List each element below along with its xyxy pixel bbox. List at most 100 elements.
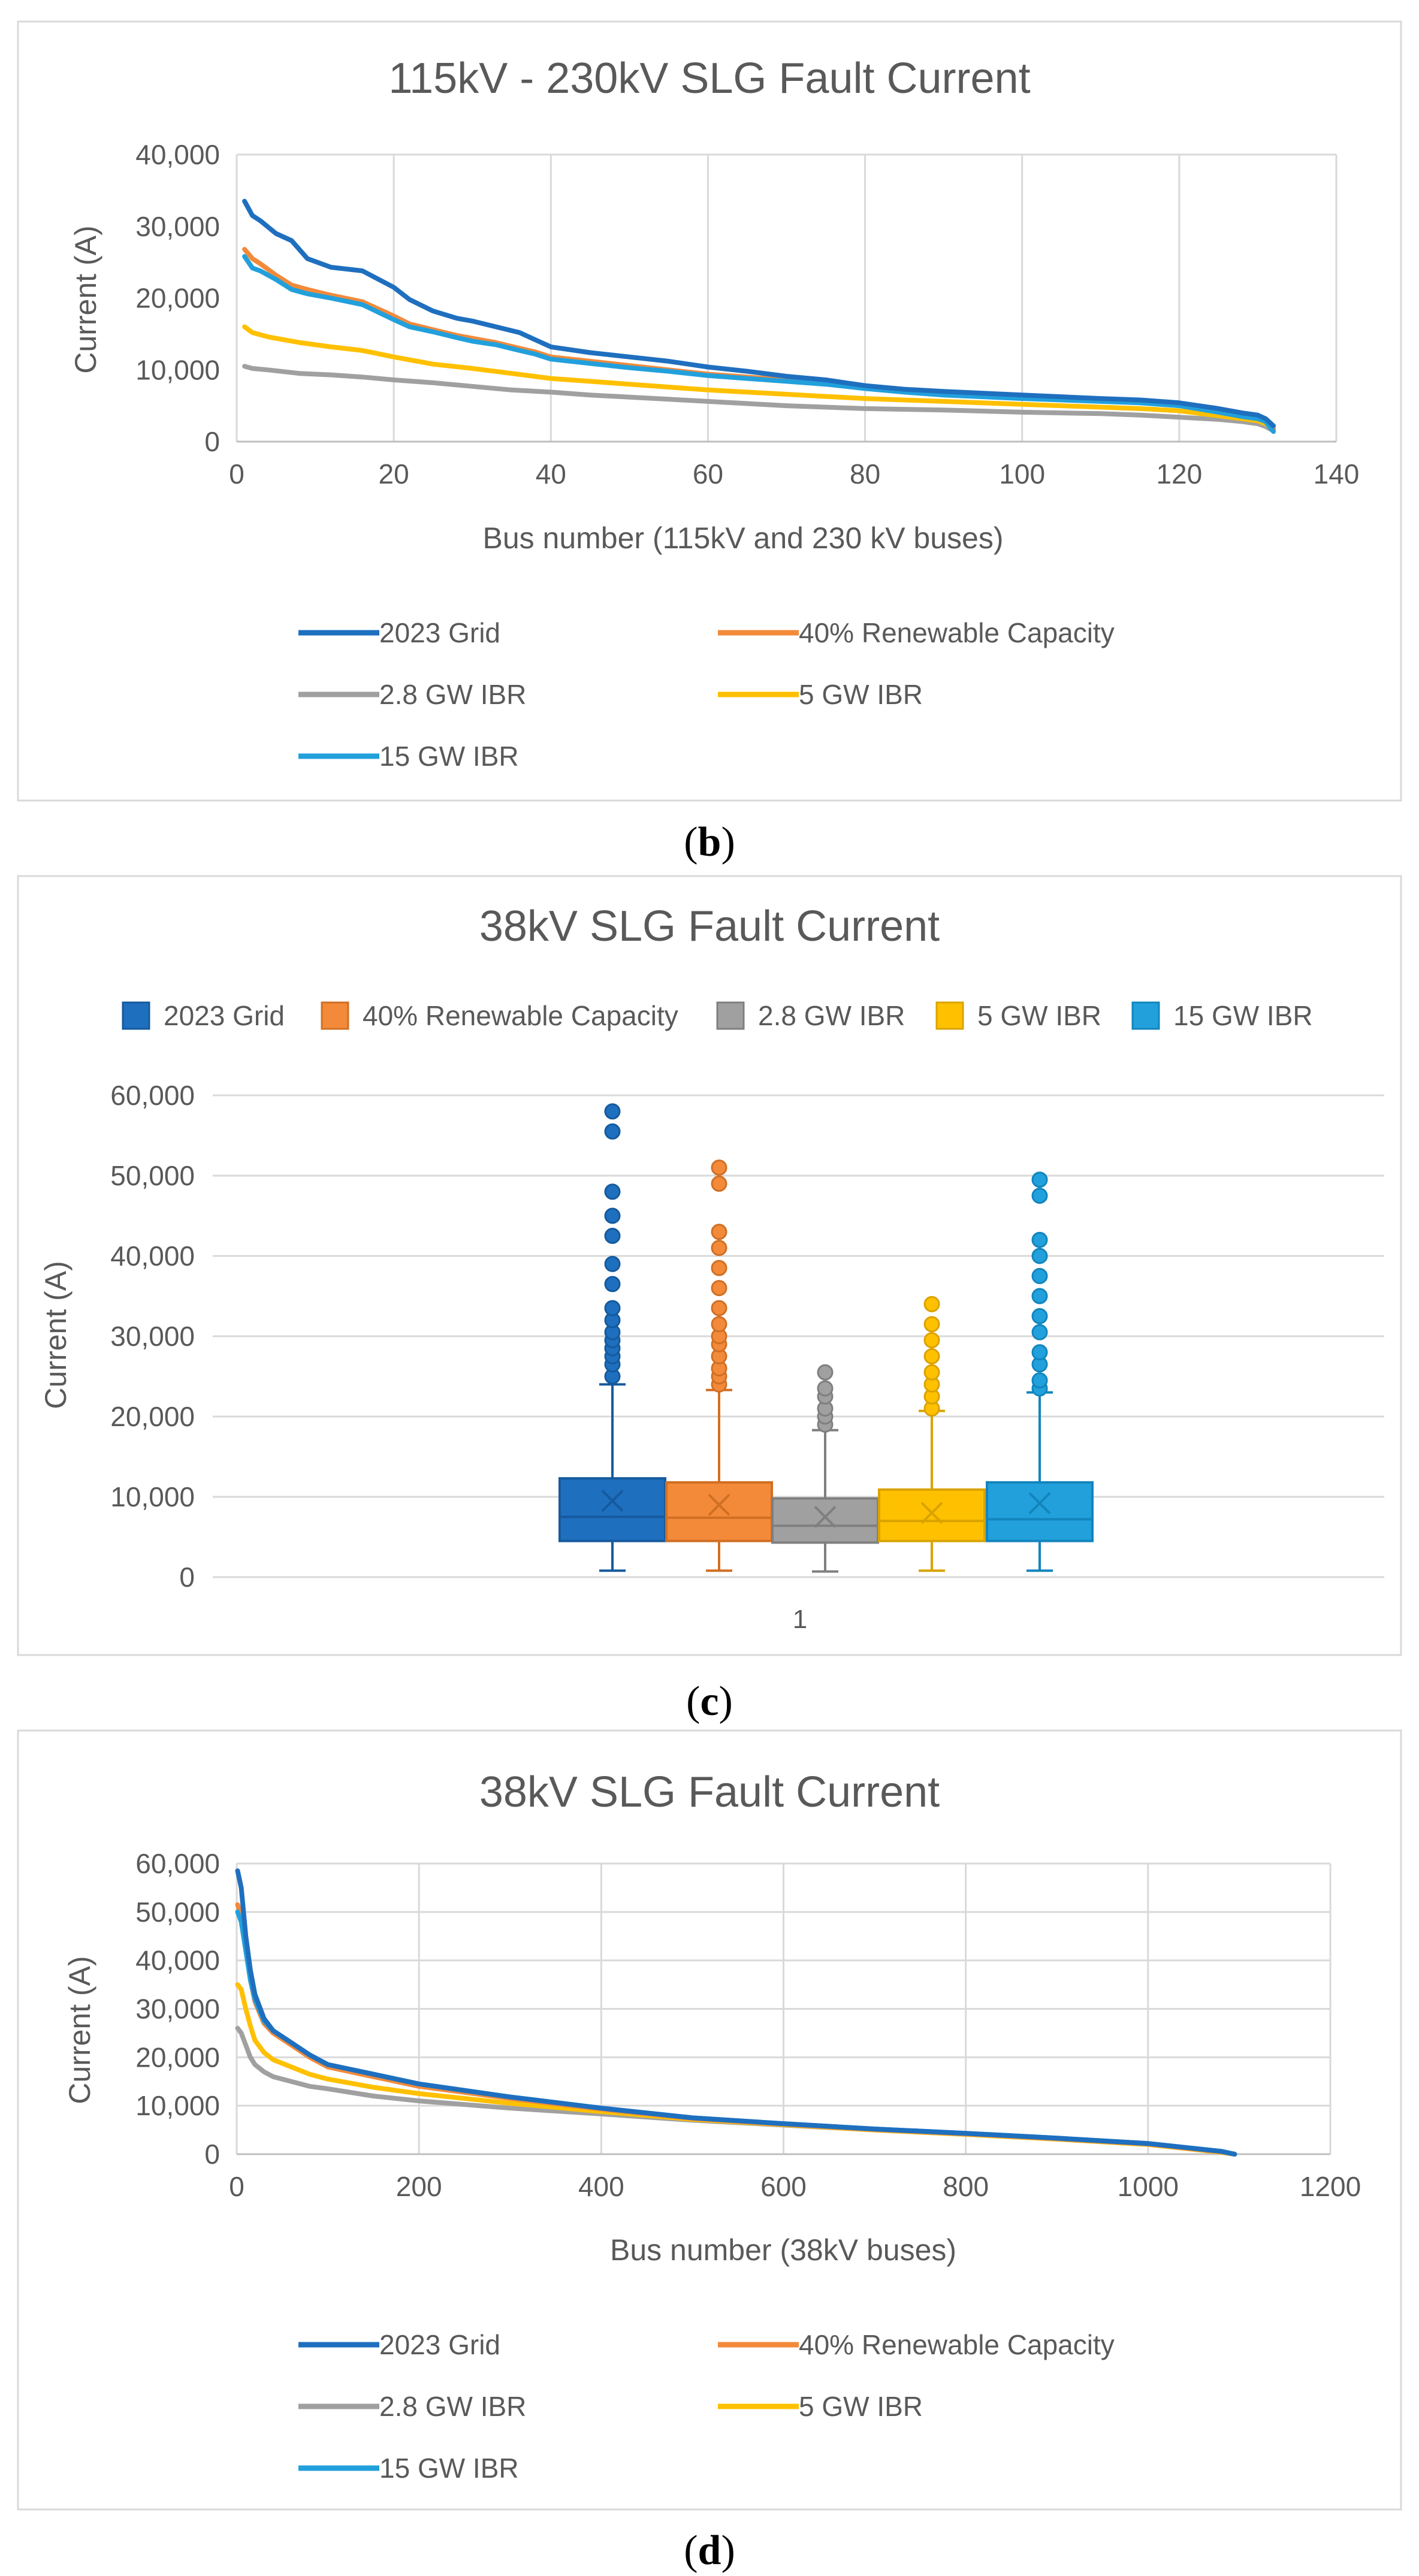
c-mean-marker-2-8-gw-ibr — [814, 1506, 837, 1528]
d-ytick-label: 60,000 — [135, 1848, 220, 1879]
c-ytick-label: 30,000 — [110, 1321, 195, 1352]
c-ytick-label: 20,000 — [110, 1401, 195, 1432]
d-legend-label: 5 GW IBR — [799, 2391, 923, 2422]
c-outlier-point — [604, 1255, 621, 1272]
c-outlier-point — [711, 1316, 727, 1333]
c-legend-swatch — [1131, 1001, 1160, 1030]
d-legend-label: 2023 Grid — [379, 2329, 500, 2360]
chart-b-xlabel: Bus number (115kV and 230 kV buses) — [482, 521, 1003, 555]
chart-c-title: 38kV SLG Fault Current — [479, 902, 940, 950]
chart-d-xlabel: Bus number (38kV buses) — [610, 2233, 956, 2267]
panel-label-c-letter: c — [700, 1678, 718, 1725]
c-outlier-point — [1031, 1171, 1048, 1188]
b-xtick-label: 120 — [1156, 458, 1202, 490]
c-ytick-label: 50,000 — [110, 1160, 195, 1191]
d-xtick-label: 200 — [396, 2171, 442, 2202]
d-legend-label: 40% Renewable Capacity — [799, 2329, 1115, 2360]
chart-d-ylabel: Current (A) — [63, 1956, 96, 2104]
chart-d-frame — [17, 1729, 1402, 2511]
c-legend-swatch — [935, 1001, 964, 1030]
b-xtick-label: 20 — [379, 458, 409, 490]
c-ytick-label: 0 — [179, 1562, 195, 1593]
c-outlier-point — [1031, 1308, 1048, 1324]
c-outlier-point — [1031, 1372, 1048, 1389]
c-outlier-point — [604, 1123, 621, 1140]
b-legend-label: 2.8 GW IBR — [379, 679, 526, 710]
d-xtick-label: 1000 — [1118, 2171, 1179, 2202]
c-outlier-point — [604, 1228, 621, 1244]
c-legend-swatch — [716, 1001, 745, 1030]
c-ytick-label: 10,000 — [110, 1481, 195, 1512]
d-ytick-label: 30,000 — [135, 1994, 220, 2025]
c-outlier-point — [1031, 1231, 1048, 1248]
b-ytick-label: 10,000 — [135, 354, 220, 385]
c-ytick-label: 40,000 — [110, 1240, 195, 1272]
b-series-line-15-gw-ibr — [242, 254, 1276, 434]
d-legend-label: 2.8 GW IBR — [379, 2391, 526, 2422]
b-ytick-label: 40,000 — [135, 139, 220, 170]
chart-d-title: 38kV SLG Fault Current — [479, 1768, 940, 1816]
c-outlier-point — [1031, 1324, 1048, 1340]
panel-label-c: (c) — [686, 1678, 733, 1725]
c-outlier-point — [711, 1175, 727, 1192]
b-xtick-label: 0 — [229, 458, 244, 490]
c-outlier-point — [711, 1240, 727, 1257]
c-outlier-point — [711, 1260, 727, 1276]
panel-label-d-letter: d — [698, 2527, 721, 2574]
c-box-2-8-gw-ibr — [771, 1497, 879, 1544]
chart-b-title: 115kV - 230kV SLG Fault Current — [388, 55, 1030, 102]
c-legend-label: 15 GW IBR — [1173, 1000, 1313, 1031]
c-outlier-point — [923, 1364, 940, 1381]
c-outlier-point — [711, 1159, 727, 1176]
d-xtick-label: 600 — [760, 2171, 807, 2202]
b-xtick-label: 140 — [1314, 458, 1360, 490]
d-xtick-label: 800 — [943, 2171, 989, 2202]
d-ytick-label: 50,000 — [135, 1896, 220, 1928]
c-legend-label: 2023 Grid — [164, 1000, 285, 1031]
panel-label-b-letter: b — [698, 819, 721, 865]
c-outlier-point — [923, 1332, 940, 1349]
c-legend-label: 5 GW IBR — [977, 1000, 1101, 1031]
panel-label-b: (b) — [684, 819, 735, 865]
c-mean-marker-2023-grid — [601, 1490, 624, 1512]
d-ytick-label: 0 — [204, 2139, 220, 2170]
c-outlier-point — [604, 1183, 621, 1200]
c-outlier-point — [1031, 1288, 1048, 1304]
c-outlier-point — [1031, 1344, 1048, 1361]
d-ytick-label: 20,000 — [135, 2042, 220, 2073]
c-outlier-point — [923, 1295, 940, 1312]
chart-b-ylabel: Current (A) — [69, 225, 102, 373]
d-xtick-label: 0 — [229, 2171, 244, 2202]
c-outlier-point — [711, 1300, 727, 1316]
c-outlier-point — [923, 1316, 940, 1333]
c-outlier-point — [923, 1348, 940, 1364]
b-series-line-2023-grid — [242, 198, 1276, 428]
c-legend-swatch — [321, 1001, 349, 1030]
c-outlier-point — [1031, 1268, 1048, 1284]
b-legend-label: 15 GW IBR — [379, 741, 519, 772]
c-mean-marker-5-gw-ibr — [920, 1502, 943, 1524]
c-box-40-renewable-capacity — [665, 1481, 773, 1542]
b-legend-label: 2023 Grid — [379, 617, 500, 648]
chart-c-ylabel: Current (A) — [39, 1261, 73, 1409]
c-outlier-point — [817, 1380, 834, 1397]
c-outlier-point — [711, 1280, 727, 1297]
c-outlier-point — [604, 1103, 621, 1120]
b-ytick-label: 0 — [204, 426, 220, 457]
c-outlier-point — [604, 1300, 621, 1316]
d-series-line-2023-grid — [235, 1868, 1237, 2157]
chart-c-category-label: 1 — [793, 1605, 807, 1634]
c-outlier-point — [1031, 1188, 1048, 1204]
c-box-2023-grid — [558, 1477, 666, 1542]
b-xtick-label: 100 — [999, 458, 1045, 490]
c-outlier-point — [604, 1276, 621, 1292]
c-outlier-point — [1031, 1248, 1048, 1264]
c-mean-marker-40-renewable-capacity — [708, 1493, 730, 1516]
c-legend-label: 2.8 GW IBR — [758, 1000, 905, 1031]
c-outlier-point — [711, 1224, 727, 1240]
c-outlier-point — [817, 1364, 834, 1381]
c-legend-swatch — [122, 1001, 150, 1030]
b-ytick-label: 20,000 — [135, 283, 220, 314]
c-outlier-point — [604, 1207, 621, 1224]
b-series-line-5-gw-ibr — [242, 324, 1276, 431]
